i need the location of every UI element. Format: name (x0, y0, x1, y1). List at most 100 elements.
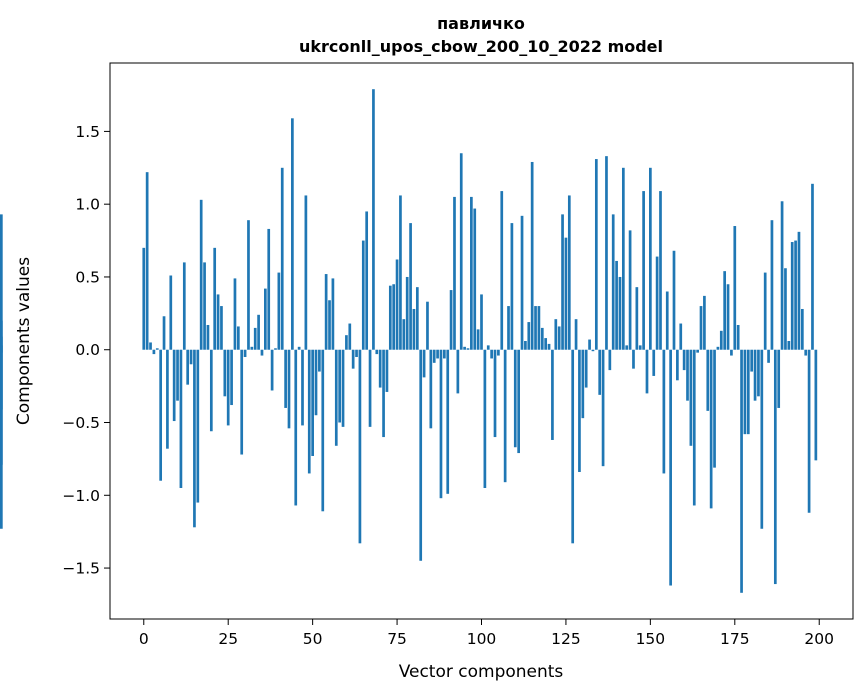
bar-88 (439, 349, 443, 499)
bar-40 (277, 272, 281, 350)
bar-185 (767, 349, 770, 363)
bar-165 (699, 306, 703, 350)
bar-84 (426, 301, 429, 350)
bar-184 (763, 272, 767, 350)
bar-126 (567, 195, 571, 350)
bar-35 (260, 349, 264, 356)
bar-undefined (0, 214, 3, 350)
bar-192 (790, 242, 794, 350)
bar-159 (679, 323, 683, 350)
bar-28 (236, 326, 240, 350)
bar-140 (615, 260, 618, 350)
y-tick-label: −0.5 (62, 414, 100, 432)
bar-122 (554, 319, 558, 350)
bar-72 (385, 349, 389, 392)
bar-139 (611, 214, 615, 350)
bar-93 (456, 349, 460, 394)
bar-132 (588, 339, 591, 350)
bar-112 (520, 215, 524, 350)
bar-115 (530, 161, 534, 350)
bar-64 (358, 349, 362, 544)
bar-162 (689, 349, 693, 446)
bar-150 (649, 167, 652, 350)
bar-136 (601, 349, 605, 467)
bar-97 (470, 196, 473, 350)
bar-37 (267, 228, 271, 350)
bar-107 (503, 349, 507, 483)
bar-23 (220, 306, 223, 350)
bar-6 (162, 316, 166, 350)
bar-197 (807, 349, 811, 513)
bar-73 (388, 285, 392, 350)
bars-group (0, 89, 818, 593)
y-tick-label: −1.5 (62, 560, 100, 578)
bar-190 (784, 268, 787, 350)
bar-53 (321, 349, 325, 512)
bar-155 (665, 291, 669, 350)
bar-60 (345, 335, 348, 350)
bar-180 (750, 349, 754, 372)
bar-114 (527, 322, 531, 350)
y-tick-label: −1.0 (62, 487, 100, 505)
bar-15 (193, 349, 196, 528)
bar-178 (743, 349, 747, 435)
bar-152 (655, 256, 659, 350)
bar-45 (294, 349, 298, 506)
bar-164 (696, 349, 699, 353)
bar-57 (334, 349, 338, 446)
bar-47 (301, 349, 304, 426)
chart-title: павличко (437, 14, 525, 33)
bar-101 (483, 349, 487, 488)
bar-141 (618, 276, 622, 350)
bar-103 (490, 349, 493, 359)
x-tick-label: 75 (387, 630, 407, 648)
bar-71 (382, 349, 385, 438)
bar-195 (800, 308, 804, 350)
bar-142 (621, 167, 625, 350)
bar-38 (270, 349, 274, 391)
bar-29 (240, 349, 244, 455)
bar-67 (368, 349, 372, 427)
bar-8 (169, 275, 173, 350)
bar-5 (159, 349, 163, 481)
bar-76 (399, 195, 402, 350)
y-axis-label: Components values (14, 257, 34, 425)
bar-166 (703, 295, 706, 350)
bar-169 (713, 349, 716, 468)
bar-160 (682, 349, 686, 371)
bar-31 (247, 220, 250, 350)
x-tick-label: 25 (218, 630, 238, 648)
y-tick-label: 0.0 (75, 341, 100, 359)
x-tick-label: 0 (139, 630, 149, 648)
bar-188 (777, 349, 781, 408)
bar-157 (672, 250, 676, 350)
bar-58 (338, 349, 341, 423)
bar-193 (794, 240, 797, 350)
bar-110 (513, 349, 517, 448)
bar-108 (507, 306, 510, 350)
bar-177 (740, 349, 743, 593)
bar-43 (287, 349, 291, 429)
bar-33 (253, 327, 257, 350)
y-tick-label: 1.5 (75, 123, 100, 141)
bar-9 (172, 349, 176, 422)
bar-77 (402, 319, 406, 350)
x-axis-label: Vector components (399, 662, 564, 682)
bar-158 (676, 349, 679, 381)
bar-85 (429, 349, 433, 429)
bar-104 (493, 349, 497, 438)
bar-79 (409, 223, 412, 350)
bar-66 (365, 211, 369, 350)
x-tick-label: 200 (804, 630, 834, 648)
bar-21 (213, 247, 217, 350)
bar-19 (206, 324, 210, 350)
bar-54 (324, 274, 328, 350)
bar-82 (419, 349, 423, 561)
bar-11 (179, 349, 183, 488)
bar-86 (432, 349, 436, 363)
bar-78 (405, 276, 409, 350)
bar-59 (341, 349, 345, 427)
bar-148 (642, 191, 645, 350)
bar-80 (412, 308, 416, 350)
